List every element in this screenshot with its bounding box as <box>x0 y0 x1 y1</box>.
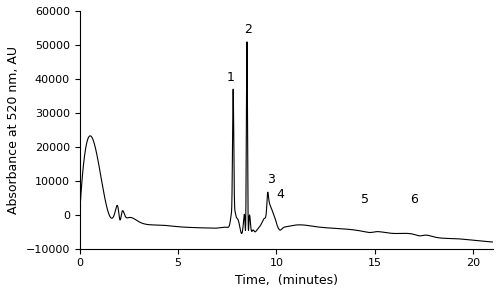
Text: 4: 4 <box>276 188 284 201</box>
Text: 3: 3 <box>266 173 274 186</box>
Y-axis label: Absorbance at 520 nm, AU: Absorbance at 520 nm, AU <box>7 46 20 214</box>
Text: 6: 6 <box>410 193 418 206</box>
Text: 1: 1 <box>226 71 234 84</box>
Text: 2: 2 <box>244 24 252 36</box>
Text: 5: 5 <box>361 193 369 206</box>
X-axis label: Time,  (minutes): Time, (minutes) <box>235 274 338 287</box>
